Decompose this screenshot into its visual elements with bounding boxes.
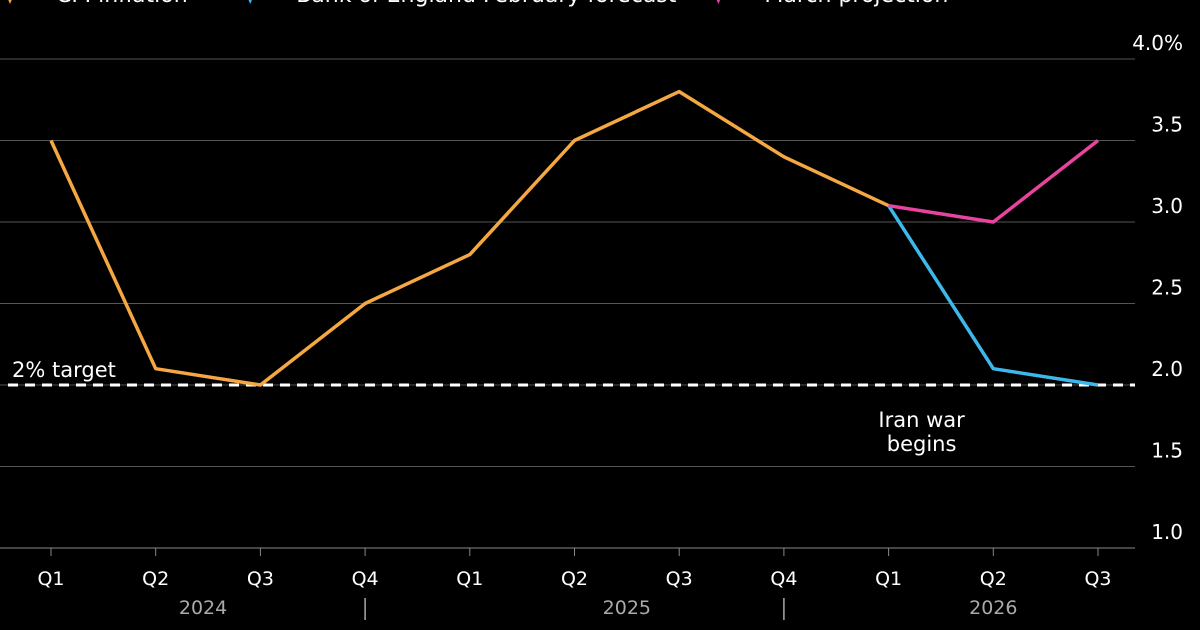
x-tick-label: Q3 [1084,568,1111,590]
y-tick-label: 1.0 [1151,520,1183,544]
x-tick-label: Q1 [456,568,483,590]
series-line-bank-of-england-february-forecast [887,204,1099,387]
series-line-march-projection [888,139,1100,224]
series-line-cpi-inflation [49,89,890,387]
legend-marker-icon [716,0,721,4]
year-label: 2024 [179,597,227,619]
legend-marker-icon [248,0,252,4]
x-tick-label: Q2 [980,568,1007,590]
x-tick-label: Q1 [37,568,64,590]
annotation-text: Iran war [878,408,965,432]
target-label: 2% target [12,358,116,382]
legend-label: CPI inflation [56,0,188,8]
y-tick-label: 2.0 [1151,357,1183,381]
annotation-text: begins [887,432,957,456]
legend-label: Bank of England February forecast [296,0,677,8]
x-tick-label: Q4 [770,568,797,590]
x-tick-label: Q2 [142,568,169,590]
x-tick-label: Q1 [875,568,902,590]
legend-marker-icon [8,0,12,4]
y-tick-label: 4.0% [1132,31,1183,55]
y-tick-label: 3.0 [1151,194,1183,218]
y-tick-label: 3.5 [1151,113,1183,137]
x-tick-label: Q3 [247,568,274,590]
year-label: 2025 [603,597,651,619]
x-tick-label: Q4 [352,568,379,590]
y-tick-label: 1.5 [1151,439,1183,463]
legend-label: March projection [764,0,948,8]
year-label: 2026 [969,597,1017,619]
x-tick-label: Q3 [666,568,693,590]
y-tick-label: 2.5 [1151,276,1183,300]
x-tick-label: Q2 [561,568,588,590]
